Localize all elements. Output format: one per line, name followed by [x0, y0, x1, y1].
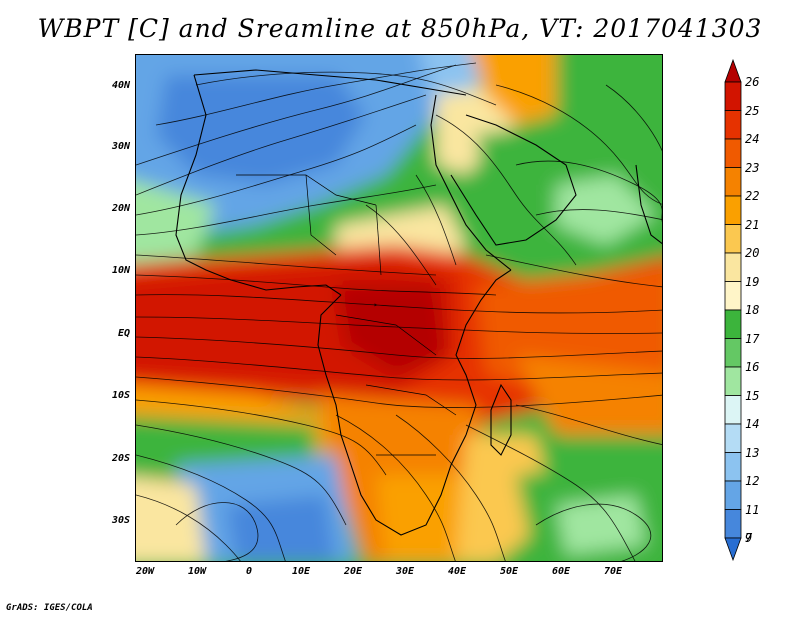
colorbar-swatch [724, 309, 742, 339]
colorbar-swatch [724, 110, 742, 140]
colorbar-label: 17 [745, 331, 760, 346]
lat-label-40n: 40N [111, 80, 130, 91]
colorbar-label: 20 [745, 246, 760, 260]
wbpt-shading [136, 55, 662, 561]
colorbar-label: 25 [745, 103, 760, 118]
lat-label-eq: EQ [117, 328, 130, 339]
grads-credit: GrADS: IGES/COLA [6, 603, 93, 613]
map-title: WBPT [C] and Sreamline at 850hPa, VT: 20… [37, 14, 763, 43]
colorbar-swatch [724, 167, 742, 197]
lat-label-20s: 20S [111, 453, 130, 464]
colorbar-swatch [724, 138, 742, 168]
lon-label-70e: 70E [603, 566, 623, 577]
colorbar-swatch-bottom [724, 537, 742, 562]
colorbar-label: 26 [745, 75, 760, 89]
colorbar-swatch [724, 395, 742, 425]
lat-label-30s: 30S [111, 515, 130, 526]
coastlines [175, 69, 662, 536]
colorbar-swatch [724, 252, 742, 282]
lon-label-10w: 10W [187, 566, 207, 577]
colorbar-label: 21 [745, 217, 760, 232]
lat-label-10n: 10N [111, 265, 130, 276]
colorbar-label: 16 [745, 360, 760, 374]
colorbar-label: 9 [745, 531, 753, 545]
colorbar [724, 58, 742, 562]
colorbar-swatch [724, 366, 742, 396]
colorbar-swatch [724, 423, 742, 453]
colorbar-label: 18 [745, 303, 760, 317]
colorbar-swatches [724, 58, 742, 562]
lat-label-30n: 30N [111, 141, 130, 152]
lon-label-50e: 50E [499, 566, 519, 577]
colorbar-label: 15 [745, 388, 760, 403]
lon-label-60e: 60E [551, 566, 571, 577]
colorbar-swatch [724, 480, 742, 510]
lon-label-0: 0 [245, 566, 253, 577]
lon-label-20w: 20W [135, 566, 155, 577]
colorbar-label: 24 [745, 132, 760, 146]
colorbar-swatch [724, 281, 742, 311]
colorbar-label: 12 [745, 474, 760, 488]
lat-label-20n: 20N [111, 203, 130, 214]
colorbar-swatch [724, 452, 742, 482]
colorbar-label: 23 [745, 160, 760, 175]
map-canvas [136, 55, 662, 561]
colorbar-swatch [724, 509, 742, 539]
streamlines [136, 62, 662, 561]
colorbar-label: 14 [745, 417, 760, 431]
colorbar-label: 22 [745, 189, 760, 203]
colorbar-swatch [724, 338, 742, 368]
wbpt-streamline-map [135, 54, 663, 562]
lon-label-30e: 30E [395, 566, 415, 577]
colorbar-label: 19 [745, 274, 760, 289]
lon-label-10e: 10E [291, 566, 311, 577]
colorbar-label: 13 [745, 445, 760, 460]
colorbar-swatch [724, 224, 742, 254]
lon-label-40e: 40E [447, 566, 467, 577]
colorbar-swatch-top [724, 58, 742, 83]
colorbar-swatch [724, 81, 742, 111]
colorbar-label: 11 [745, 502, 760, 517]
colorbar-swatch [724, 195, 742, 225]
lon-label-20e: 20E [343, 566, 363, 577]
colorbar-label: 7 [745, 531, 753, 545]
lat-label-10s: 10S [111, 390, 130, 401]
